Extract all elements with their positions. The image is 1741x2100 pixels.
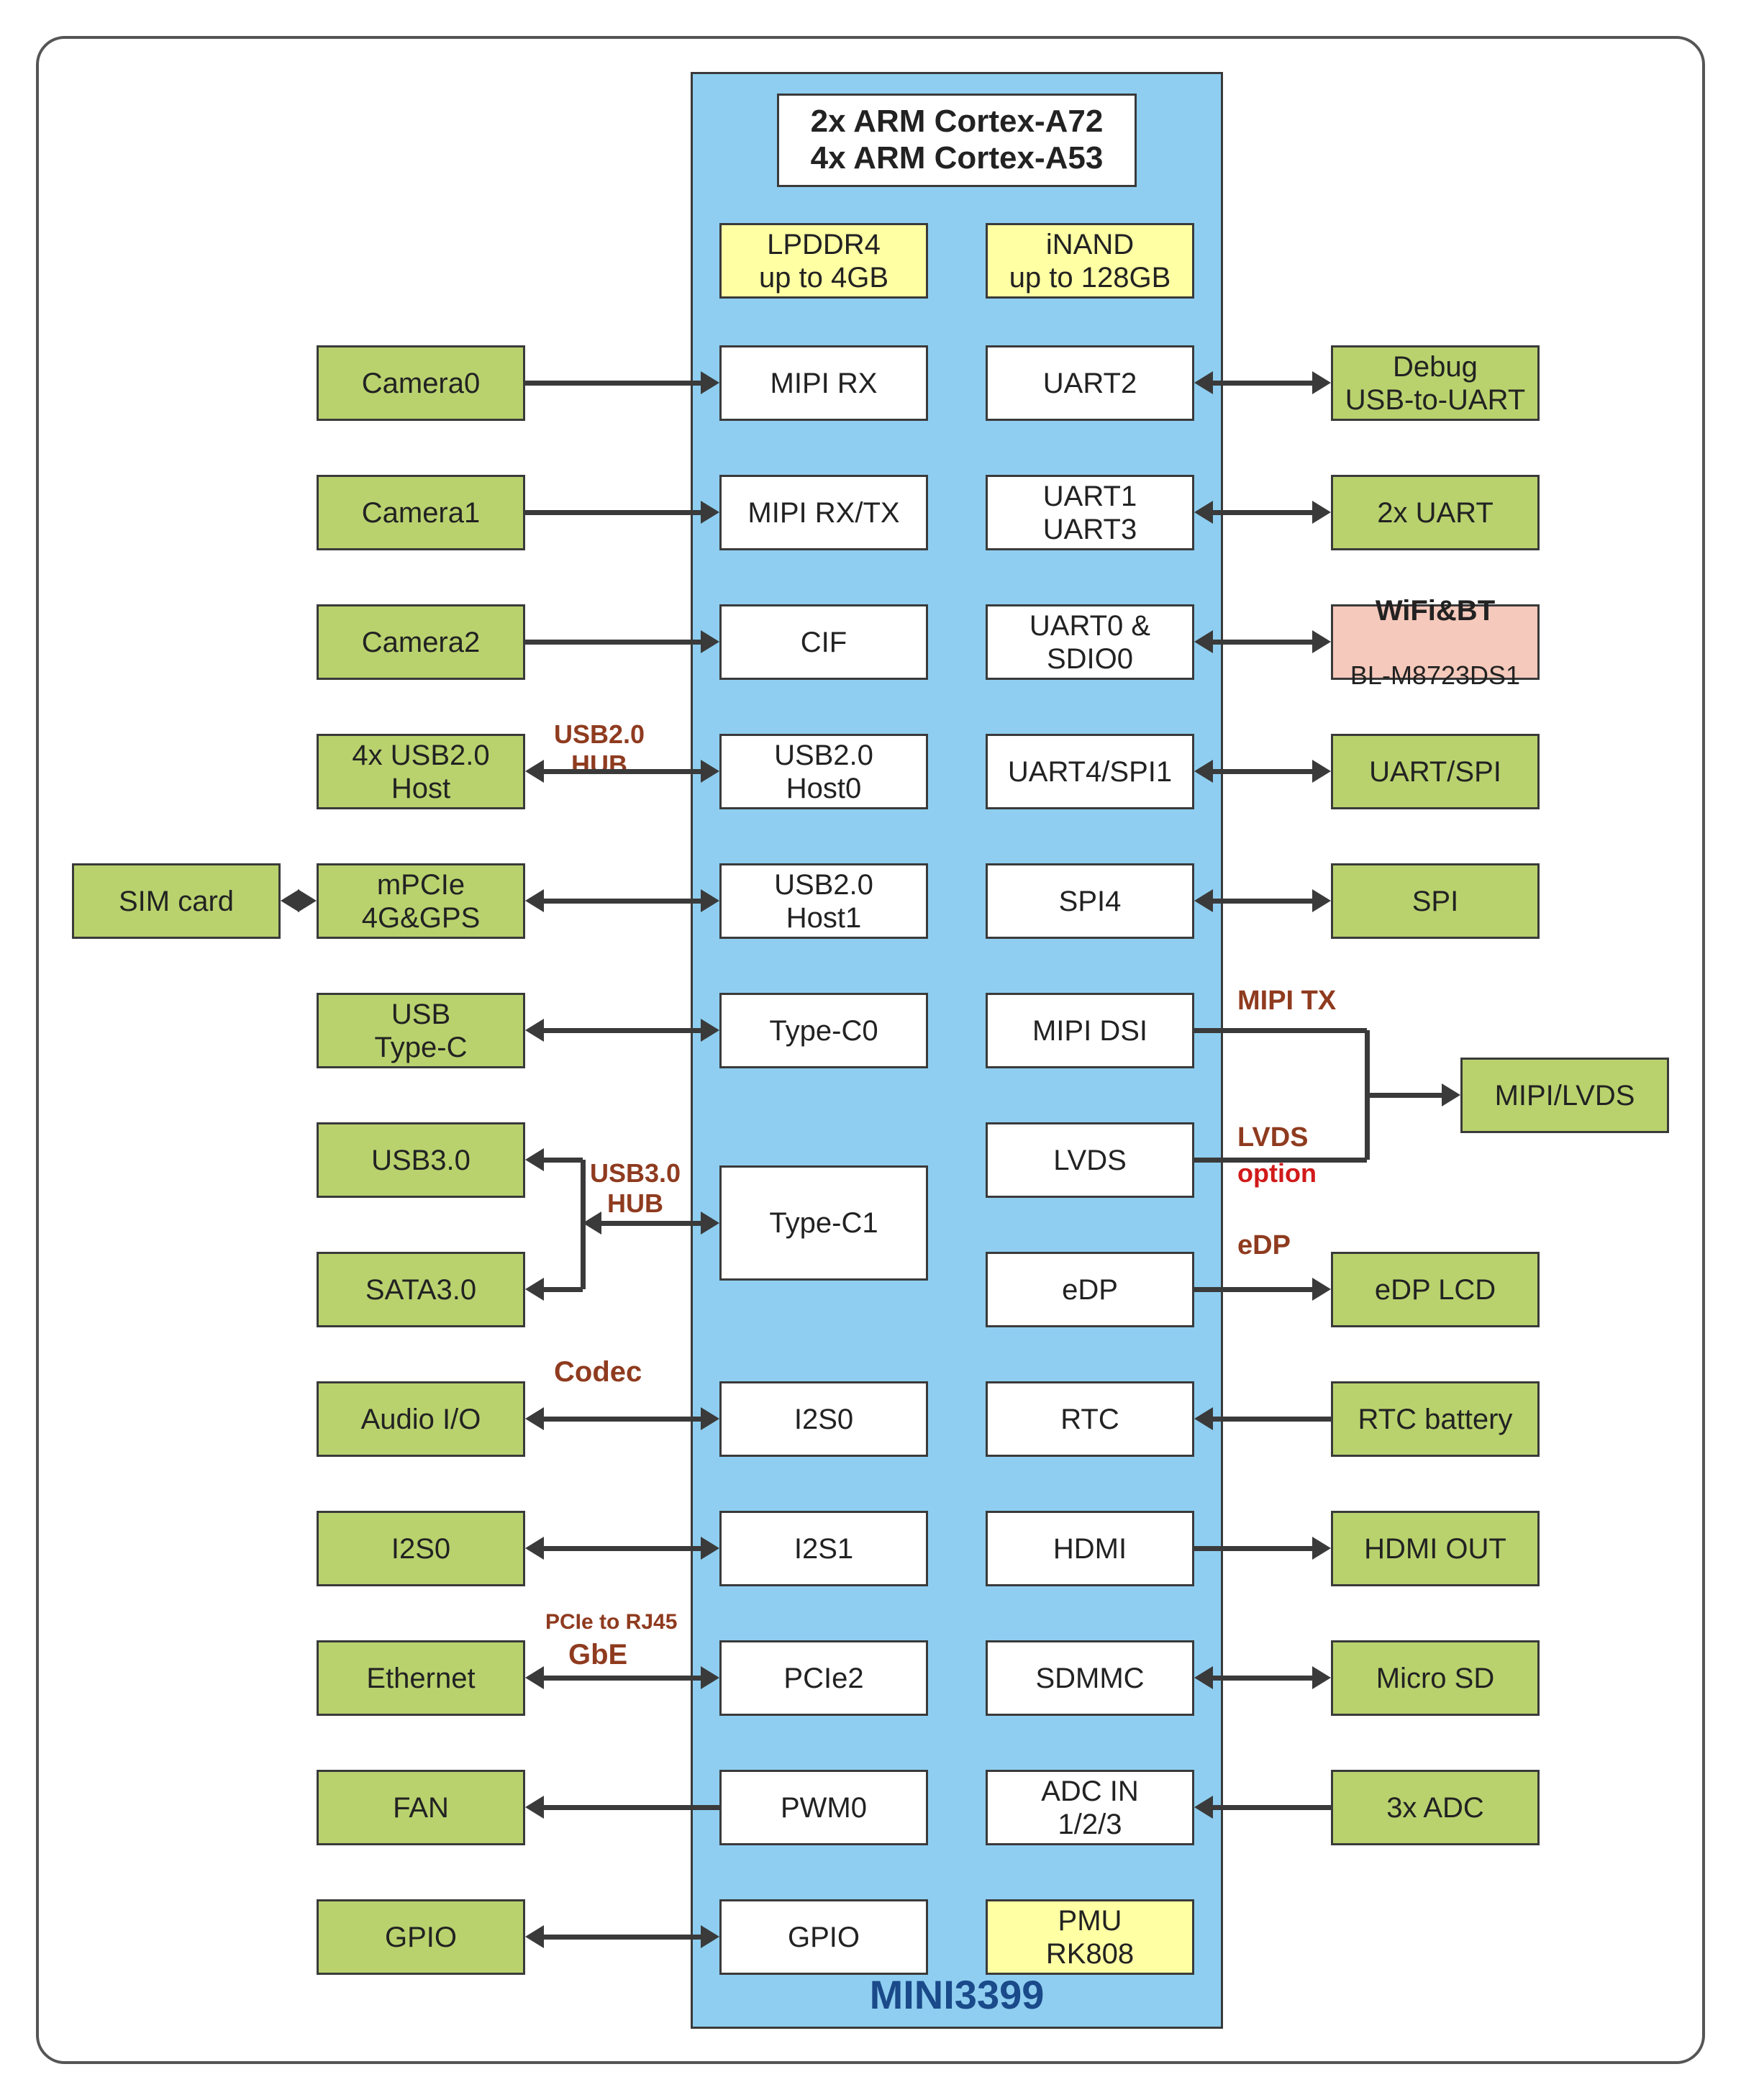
mid-right-block: SPI4	[986, 863, 1194, 939]
left-peripheral: USB3.0	[317, 1122, 525, 1198]
annotation: MIPI TX	[1237, 986, 1336, 1017]
mid-left-block: MIPI RX	[719, 345, 928, 421]
right-peripheral: Micro SD	[1331, 1640, 1540, 1716]
left-peripheral: I2S0	[317, 1511, 525, 1586]
annotation: eDP	[1237, 1230, 1291, 1261]
annotation: USB3.0HUB	[590, 1158, 681, 1219]
right-peripheral: 3x ADC	[1331, 1770, 1540, 1845]
mid-left-block: USB2.0 Host0	[719, 734, 928, 809]
mid-left-block: I2S0	[719, 1381, 928, 1457]
annotation: Codec	[554, 1356, 642, 1388]
left-peripheral: Audio I/O	[317, 1381, 525, 1457]
mid-right-block: UART2	[986, 345, 1194, 421]
annotation: option	[1237, 1158, 1317, 1188]
mid-right-block: UART4/SPI1	[986, 734, 1194, 809]
left-peripheral: USB Type-C	[317, 993, 525, 1068]
mid-right-block: iNAND up to 128GB	[986, 223, 1194, 299]
right-peripheral: Debug USB-to-UART	[1331, 345, 1540, 421]
right-peripheral: WiFi&BTBL-M8723DS1	[1331, 604, 1540, 680]
left-peripheral: Camera0	[317, 345, 525, 421]
mid-left-block: I2S1	[719, 1511, 928, 1586]
mid-right-block: SDMMC	[986, 1640, 1194, 1716]
cpu-box: 2x ARM Cortex-A72 4x ARM Cortex-A53	[777, 94, 1137, 187]
mid-right-block: PMU RK808	[986, 1899, 1194, 1975]
mid-right-block: eDP	[986, 1252, 1194, 1327]
left-peripheral: Ethernet	[317, 1640, 525, 1716]
mid-left-block: Type-C0	[719, 993, 928, 1068]
right-peripheral: eDP LCD	[1331, 1252, 1540, 1327]
mid-left-block: LPDDR4 up to 4GB	[719, 223, 928, 299]
left-peripheral: FAN	[317, 1770, 525, 1845]
annotation: GbE	[568, 1639, 627, 1671]
right-peripheral: 2x UART	[1331, 475, 1540, 550]
mid-right-block: LVDS	[986, 1122, 1194, 1198]
right-peripheral: SPI	[1331, 863, 1540, 939]
right-peripheral: HDMI OUT	[1331, 1511, 1540, 1586]
annotation: PCIe to RJ45	[545, 1610, 677, 1635]
annotation: LVDS	[1237, 1122, 1309, 1153]
mid-left-block: USB2.0 Host1	[719, 863, 928, 939]
left-peripheral: mPCIe 4G&GPS	[317, 863, 525, 939]
mid-left-block: PCIe2	[719, 1640, 928, 1716]
left-peripheral: 4x USB2.0 Host	[317, 734, 525, 809]
mid-right-block: MIPI DSI	[986, 993, 1194, 1068]
chip-label: MINI3399	[827, 1971, 1086, 2018]
left-peripheral: Camera1	[317, 475, 525, 550]
mid-right-block: UART0 & SDIO0	[986, 604, 1194, 680]
mid-left-block: PWM0	[719, 1770, 928, 1845]
mid-right-block: ADC IN 1/2/3	[986, 1770, 1194, 1845]
mid-left-block: CIF	[719, 604, 928, 680]
mid-left-block: GPIO	[719, 1899, 928, 1975]
left-peripheral: SATA3.0	[317, 1252, 525, 1327]
diagram-canvas: 2x ARM Cortex-A72 4x ARM Cortex-A53 MINI3…	[0, 0, 1741, 2100]
left-peripheral: Camera2	[317, 604, 525, 680]
mid-left-block: MIPI RX/TX	[719, 475, 928, 550]
mipi-lvds-box: MIPI/LVDS	[1460, 1058, 1669, 1133]
right-peripheral: UART/SPI	[1331, 734, 1540, 809]
left-peripheral: GPIO	[317, 1899, 525, 1975]
sim-card: SIM card	[72, 863, 281, 939]
mid-right-block: UART1 UART3	[986, 475, 1194, 550]
mid-right-block: RTC	[986, 1381, 1194, 1457]
mid-right-block: HDMI	[986, 1511, 1194, 1586]
right-peripheral: RTC battery	[1331, 1381, 1540, 1457]
mid-left-block: Type-C1	[719, 1165, 928, 1281]
